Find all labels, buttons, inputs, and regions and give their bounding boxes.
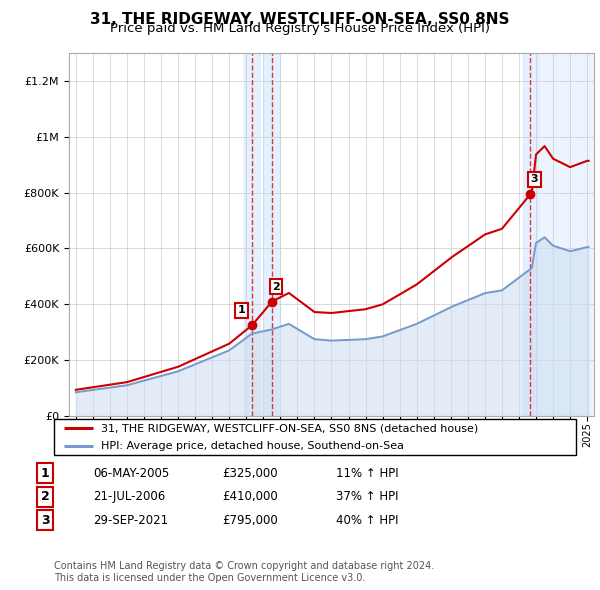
Bar [523,53,538,416]
Bar [244,53,260,416]
FancyBboxPatch shape [54,419,576,455]
Text: £325,000: £325,000 [222,467,278,480]
Text: 37% ↑ HPI: 37% ↑ HPI [336,490,398,503]
Text: 31, THE RIDGEWAY, WESTCLIFF-ON-SEA, SS0 8NS: 31, THE RIDGEWAY, WESTCLIFF-ON-SEA, SS0 … [90,12,510,27]
Text: 2: 2 [41,490,49,503]
Text: Contains HM Land Registry data © Crown copyright and database right 2024.
This d: Contains HM Land Registry data © Crown c… [54,561,434,583]
Text: 3: 3 [531,174,538,184]
Bar [264,53,280,416]
Text: 21-JUL-2006: 21-JUL-2006 [93,490,165,503]
Text: HPI: Average price, detached house, Southend-on-Sea: HPI: Average price, detached house, Sout… [101,441,404,451]
Text: 1: 1 [238,306,245,316]
Text: Price paid vs. HM Land Registry's House Price Index (HPI): Price paid vs. HM Land Registry's House … [110,22,490,35]
Text: 11% ↑ HPI: 11% ↑ HPI [336,467,398,480]
Text: 31, THE RIDGEWAY, WESTCLIFF-ON-SEA, SS0 8NS (detached house): 31, THE RIDGEWAY, WESTCLIFF-ON-SEA, SS0 … [101,424,478,434]
Text: 06-MAY-2005: 06-MAY-2005 [93,467,169,480]
Text: £410,000: £410,000 [222,490,278,503]
Text: 29-SEP-2021: 29-SEP-2021 [93,514,168,527]
Text: 3: 3 [41,514,49,527]
Text: 1: 1 [41,467,49,480]
Text: £795,000: £795,000 [222,514,278,527]
Text: 40% ↑ HPI: 40% ↑ HPI [336,514,398,527]
Text: 2: 2 [272,282,280,291]
Bar [538,53,596,416]
